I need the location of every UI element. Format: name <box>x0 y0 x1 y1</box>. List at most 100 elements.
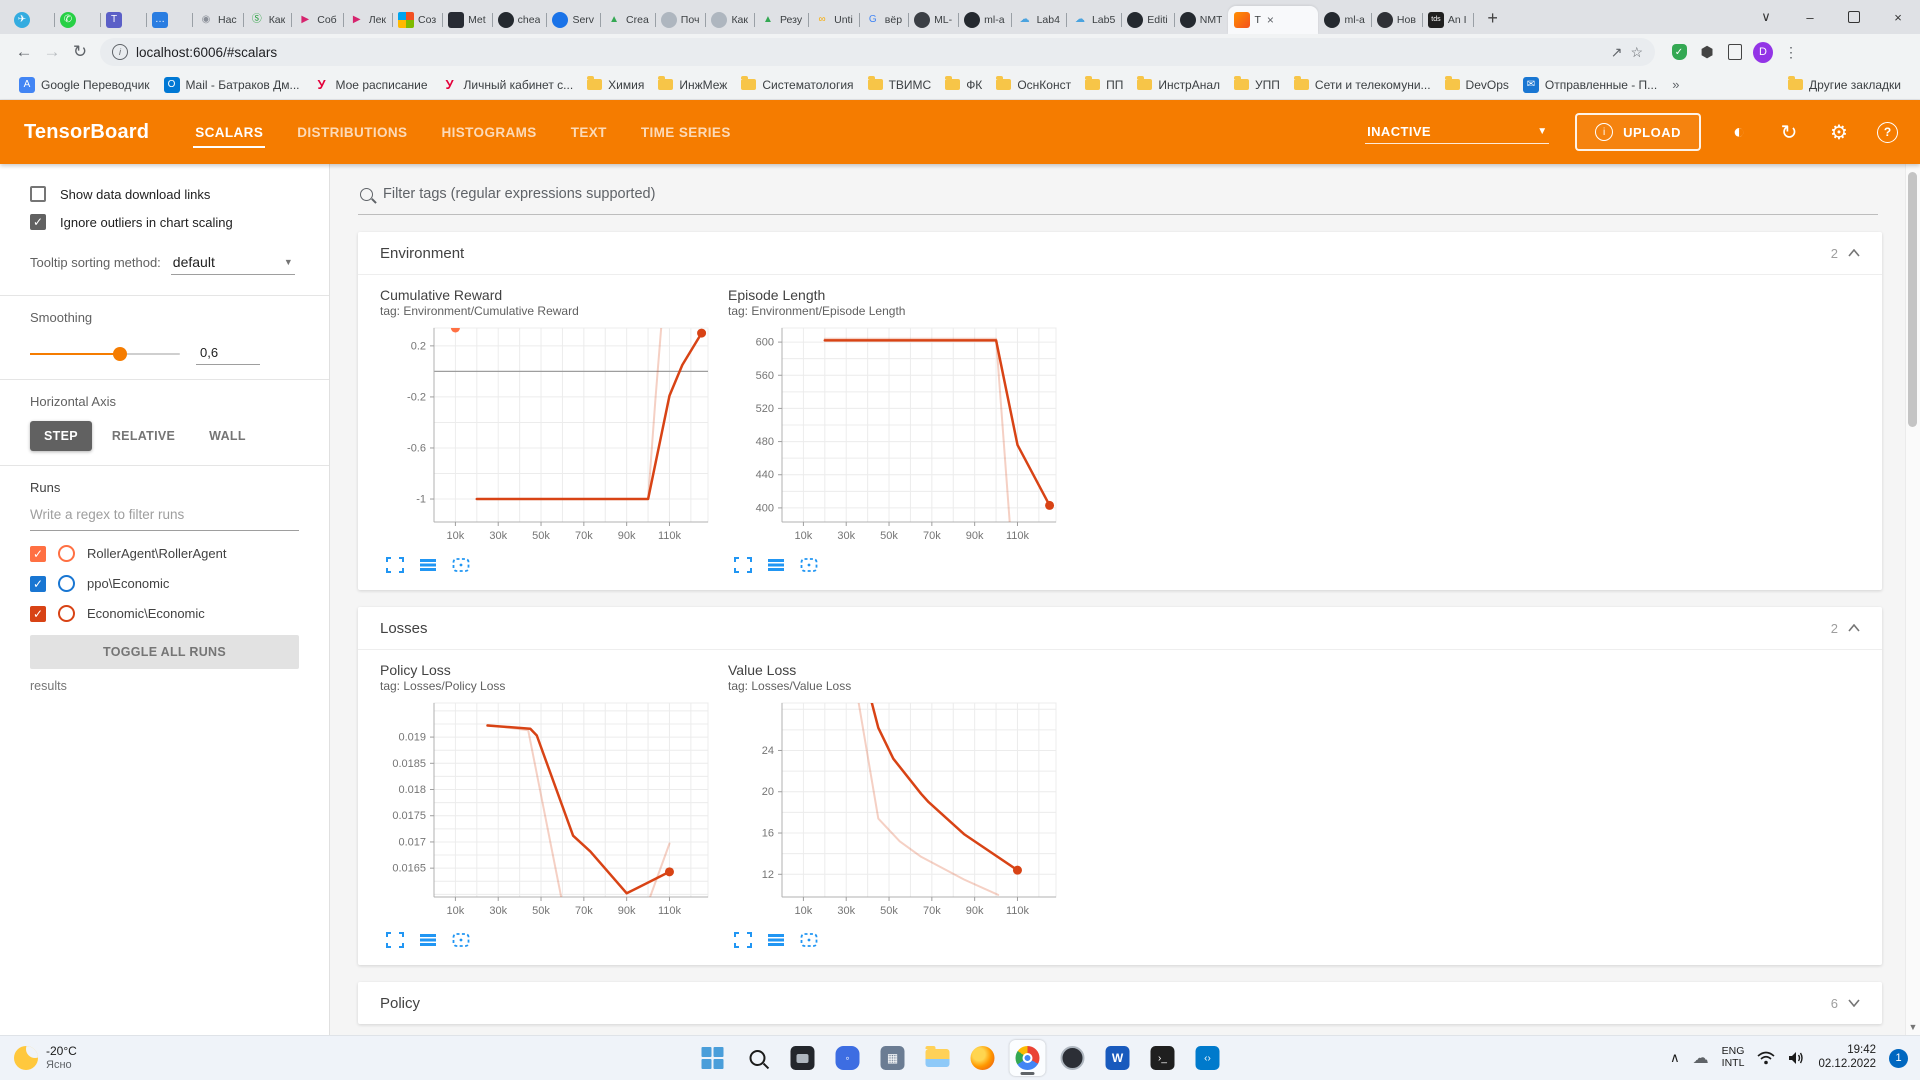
taskbar-start-icon[interactable] <box>695 1040 731 1076</box>
run-item-2[interactable]: ✓ Economic\Economic <box>30 605 299 622</box>
bookmark-8[interactable]: ФК <box>938 75 989 95</box>
taskbar-vscode-icon[interactable]: ‹› <box>1190 1040 1226 1076</box>
tab-cloud-lab-21[interactable]: ☁ Lab5 <box>1066 6 1123 34</box>
smoothing-slider[interactable] <box>30 347 180 361</box>
run-color-ring-icon[interactable] <box>58 545 75 562</box>
reading-list-icon[interactable] <box>1725 42 1745 62</box>
expand-chart-icon[interactable] <box>734 557 752 578</box>
chevron-up-icon[interactable] <box>1848 244 1860 262</box>
tab-image-doc-9[interactable]: Met <box>442 6 493 34</box>
run-status-dropdown[interactable]: INACTIVE ▼ <box>1365 120 1550 144</box>
fit-domain-icon[interactable] <box>452 932 470 953</box>
runs-regex-input[interactable]: Write a regex to filter runs <box>30 501 299 531</box>
run-checkbox-icon[interactable]: ✓ <box>30 605 46 622</box>
clock[interactable]: 19:42 02.12.2022 <box>1818 1044 1876 1072</box>
bookmark-0[interactable]: A Google Переводчик <box>12 74 157 96</box>
bookmark-13[interactable]: Сети и телекомуни... <box>1287 75 1438 95</box>
reload-data-icon[interactable]: ↻ <box>1780 121 1798 144</box>
run-color-ring-icon[interactable] <box>58 605 75 622</box>
taskbar-task-view-icon[interactable] <box>785 1040 821 1076</box>
tab-video-play-7[interactable]: ▶ Лек <box>343 6 394 34</box>
chevron-down-button[interactable]: ∨ <box>1761 9 1771 24</box>
tab-video-play-6[interactable]: ▶ Соб <box>291 6 344 34</box>
tab-gray-site-13[interactable]: Поч <box>655 6 707 34</box>
taskbar-file-explorer-icon[interactable] <box>920 1040 956 1076</box>
tab-dark-globe-18[interactable]: ML- <box>908 6 960 34</box>
bookmark-3[interactable]: У Личный кабинет с... <box>435 74 581 96</box>
haxis-step-button[interactable]: STEP <box>30 421 92 451</box>
expand-chart-icon[interactable] <box>386 557 404 578</box>
tab-settings-site-4[interactable]: ◉ Нас <box>192 6 244 34</box>
maximize-button[interactable] <box>1832 0 1876 34</box>
data-lines-icon[interactable] <box>419 557 437 578</box>
data-lines-icon[interactable] <box>767 932 785 953</box>
tab-telegram-0[interactable]: ✈ <box>8 6 55 34</box>
taskbar-terminal-icon[interactable]: ›_ <box>1145 1040 1181 1076</box>
bookmark-1[interactable]: O Mail - Батраков Дм... <box>157 74 307 96</box>
haxis-relative-button[interactable]: RELATIVE <box>111 429 176 443</box>
help-icon[interactable]: ? <box>1877 121 1898 143</box>
tab-github-23[interactable]: NMT <box>1174 6 1229 34</box>
wifi-icon[interactable] <box>1757 1051 1775 1065</box>
bookmark-9[interactable]: ОснКонст <box>989 75 1078 95</box>
run-checkbox-icon[interactable]: ✓ <box>30 575 46 592</box>
tab-histograms[interactable]: HISTOGRAMS <box>441 124 537 140</box>
adblock-extension-icon[interactable]: ✓ <box>1669 42 1689 62</box>
tab-google-drive-12[interactable]: ▲ Crea <box>600 6 656 34</box>
tab-github-10[interactable]: chea <box>492 6 548 34</box>
tab-whatsapp-1[interactable]: ✆ <box>54 6 101 34</box>
ignore-outliers-checkbox[interactable]: ✓ Ignore outliers in chart scaling <box>30 214 299 230</box>
tab-time-series[interactable]: TIME SERIES <box>640 124 731 140</box>
tab-scalars[interactable]: SCALARS <box>193 119 266 148</box>
slider-thumb[interactable] <box>113 347 127 361</box>
smoothing-value-input[interactable]: 0,6 <box>196 343 260 365</box>
bookmark-12[interactable]: УПП <box>1227 75 1287 95</box>
page-scrollbar[interactable]: ▼ <box>1905 164 1920 1036</box>
bookmark-15[interactable]: ✉ Отправленные - П... <box>1516 74 1664 96</box>
chevron-down-icon[interactable] <box>1848 994 1860 1012</box>
tab-tensorboard-active[interactable]: T × <box>1228 6 1319 34</box>
run-color-ring-icon[interactable] <box>58 575 75 592</box>
settings-gear-icon[interactable]: ⚙ <box>1830 121 1848 144</box>
bookmark-5[interactable]: ИнжМеж <box>651 75 734 95</box>
tab-teams-2[interactable]: T <box>100 6 147 34</box>
data-lines-icon[interactable] <box>419 932 437 953</box>
address-bar[interactable]: i localhost:6006/#scalars ↗ ☆ <box>100 38 1655 66</box>
bookmark-star-icon[interactable]: ☆ <box>1630 43 1643 60</box>
other-bookmarks[interactable]: Другие закладки <box>1781 75 1908 95</box>
share-icon[interactable]: ↗ <box>1610 43 1623 60</box>
new-tab-button[interactable]: + <box>1487 7 1498 28</box>
notification-badge[interactable]: 1 <box>1889 1048 1908 1068</box>
tab-gray-site-14[interactable]: Как <box>705 6 755 34</box>
bookmark-10[interactable]: ПП <box>1078 75 1130 95</box>
taskbar-calculator-icon[interactable]: ▦ <box>875 1040 911 1076</box>
taskbar-word-icon[interactable]: W <box>1100 1040 1136 1076</box>
run-item-1[interactable]: ✓ ppo\Economic <box>30 575 299 592</box>
bookmark-11[interactable]: ИнстрАнал <box>1130 75 1227 95</box>
bookmark-6[interactable]: Систематология <box>734 75 860 95</box>
haxis-wall-button[interactable]: WALL <box>209 429 246 443</box>
tab-microsoft-8[interactable]: Соз <box>392 6 444 34</box>
section-header-losses[interactable]: Losses 2 <box>358 607 1882 649</box>
run-checkbox-icon[interactable]: ✓ <box>30 545 46 562</box>
taskbar-steam-icon[interactable] <box>1055 1040 1091 1076</box>
bookmark-7[interactable]: ТВИМС <box>861 75 939 95</box>
extensions-puzzle-icon[interactable]: ⬢ <box>1700 44 1714 61</box>
tab-messages-3[interactable]: … <box>146 6 193 34</box>
close-button[interactable]: × <box>1894 9 1902 25</box>
close-tab-icon[interactable]: × <box>1266 13 1274 27</box>
minimize-button[interactable]: – <box>1806 9 1814 25</box>
onedrive-cloud-icon[interactable]: ☁ <box>1692 1050 1709 1067</box>
back-icon[interactable]: ← <box>15 42 33 61</box>
site-info-icon[interactable]: i <box>112 44 128 60</box>
tab-github-19[interactable]: ml-a <box>958 6 1012 34</box>
upload-button[interactable]: i UPLOAD <box>1575 113 1701 151</box>
expand-chart-icon[interactable] <box>386 932 404 953</box>
forward-icon[interactable]: → <box>43 42 61 61</box>
reload-icon[interactable]: ↻ <box>72 42 88 61</box>
tab-tds-27[interactable]: tds An I <box>1422 6 1474 34</box>
tab-distributions[interactable]: DISTRIBUTIONS <box>297 124 408 140</box>
section-header-environment[interactable]: Environment 2 <box>358 232 1882 274</box>
run-item-0[interactable]: ✓ RollerAgent\RollerAgent <box>30 545 299 562</box>
